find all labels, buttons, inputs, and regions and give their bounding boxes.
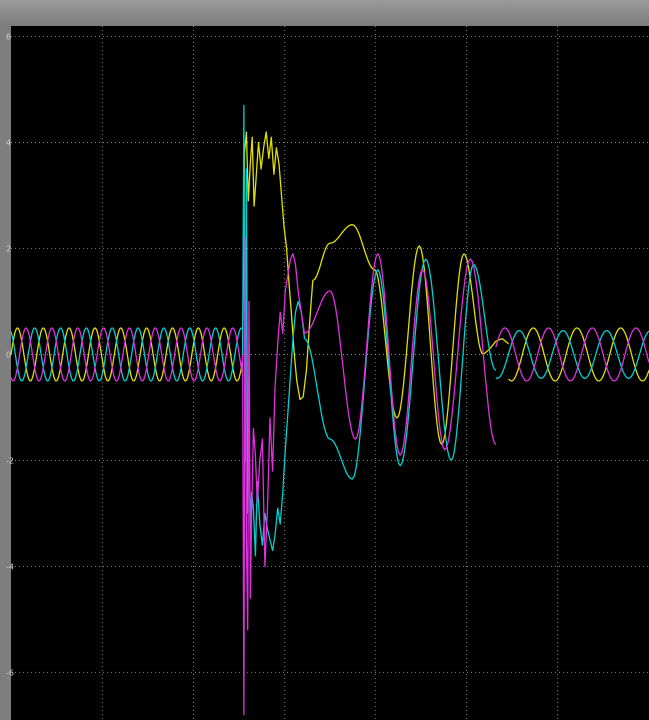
title-bar [0,0,649,26]
series-trace [10,237,649,716]
y-tick-label: 0 [6,350,11,359]
trace-segment [241,131,314,401]
trace-segment [10,327,244,382]
trace-segment [10,327,244,382]
y-tick-label: 2 [6,245,11,254]
y-tick-labels: -6 -4 -2 0 2 4 6 [6,33,14,678]
trace-segment [495,329,649,379]
trace-segment [304,253,497,456]
trace-segment [241,237,306,716]
axis-margin [0,26,11,720]
trace-segment [482,337,510,356]
series-trace [10,131,649,446]
y-tick-label: -4 [6,562,14,571]
trace-segment [10,327,244,382]
trace-segment [304,258,497,480]
trace-segment [495,327,649,382]
y-tick-label: -6 [6,668,14,677]
trace-segment [312,224,484,446]
trace-segment [508,327,649,382]
plot-background [11,26,649,720]
y-tick-label: 6 [6,33,11,42]
y-tick-label: -2 [6,456,14,465]
traces [10,104,649,716]
y-tick-label: 4 [6,139,11,148]
